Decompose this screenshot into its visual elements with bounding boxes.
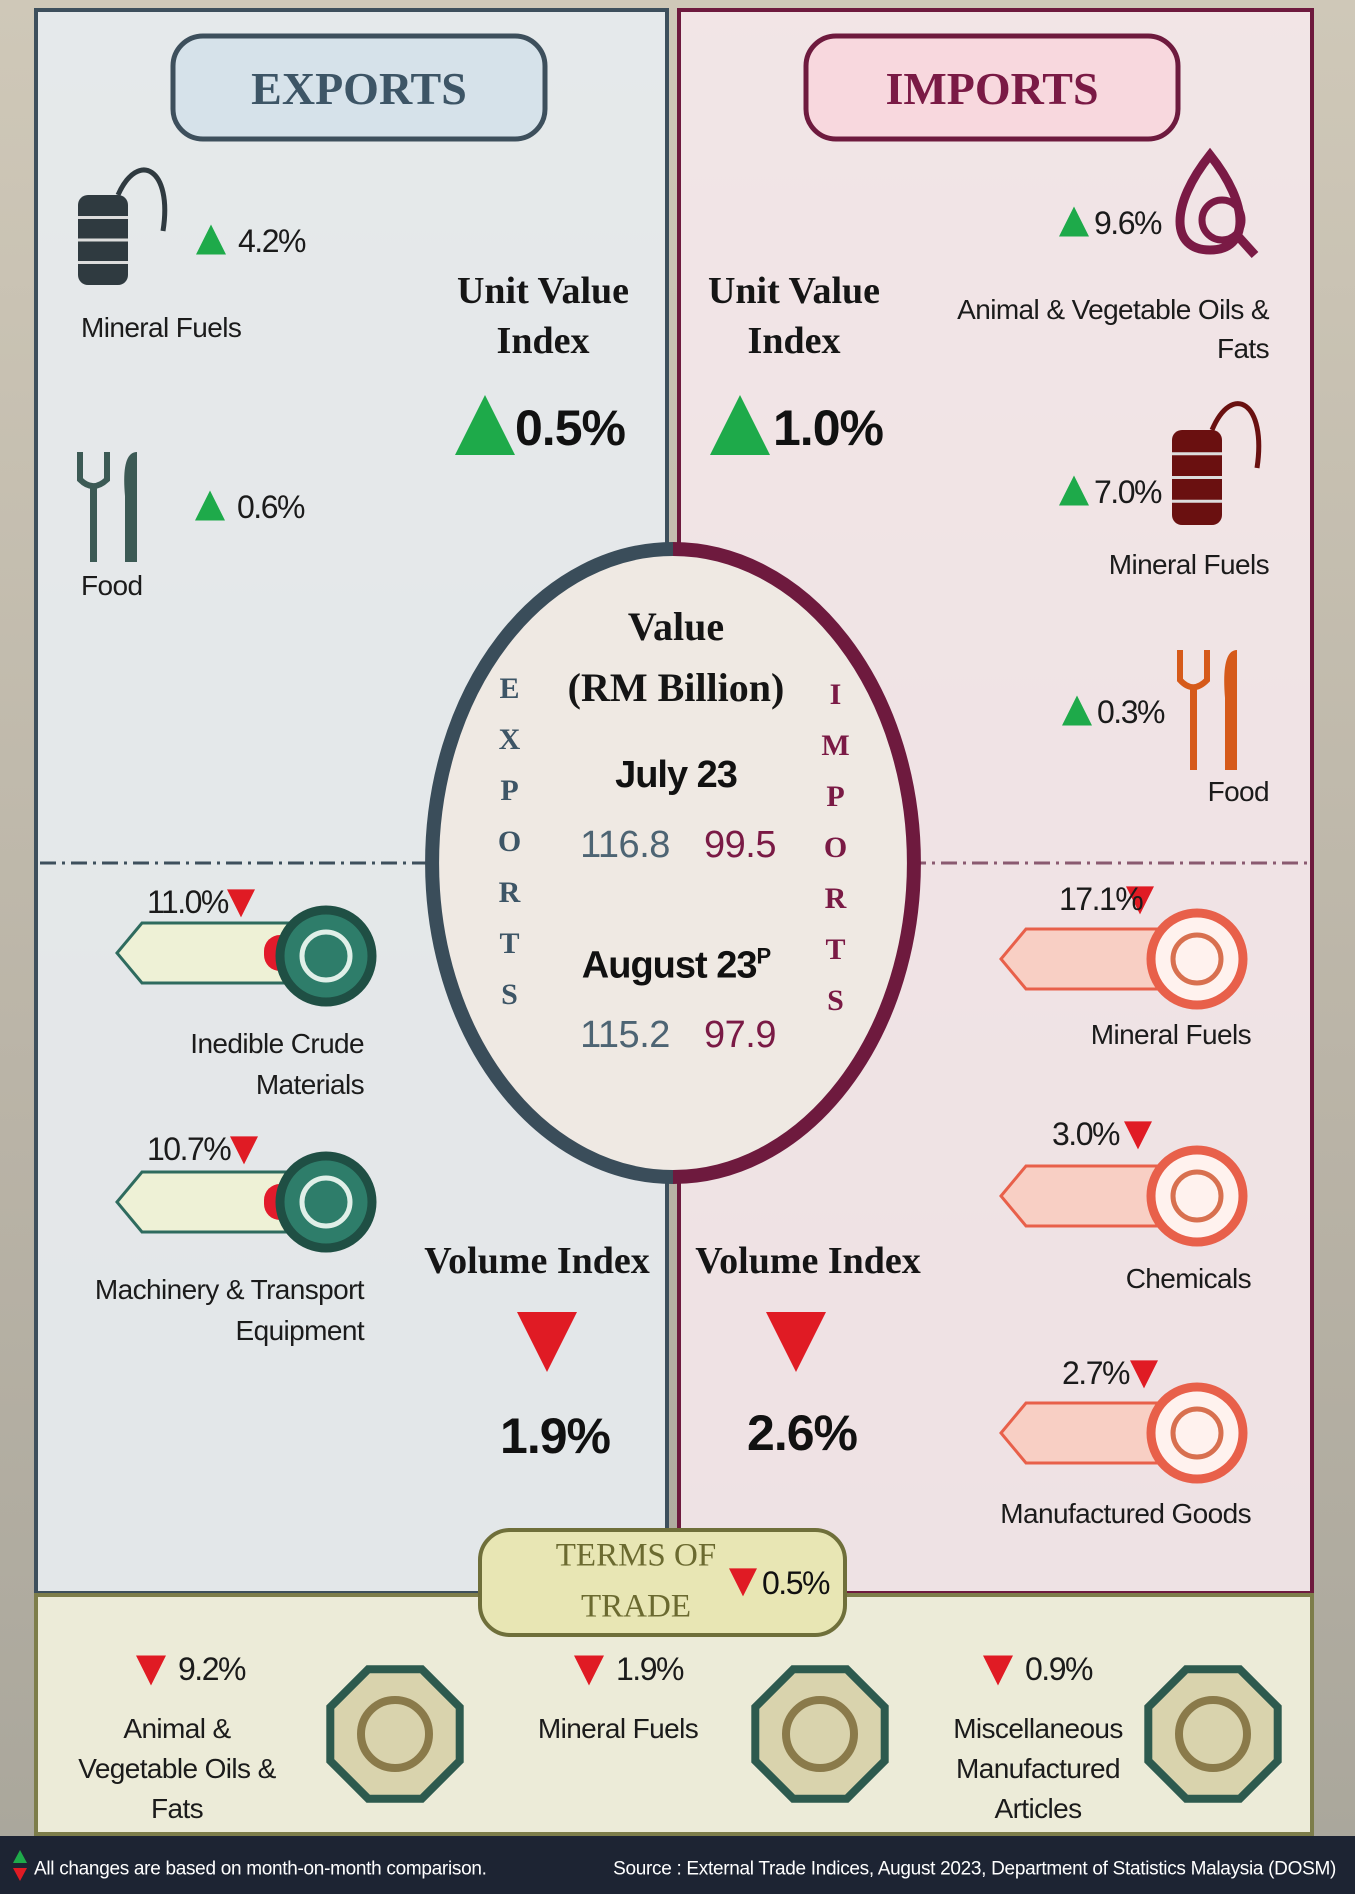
terms-label: TERMS OF (556, 1540, 716, 1573)
index-label: Index (748, 322, 841, 360)
exports-title: EXPORTS (251, 66, 467, 112)
exports-value: 116.8 (580, 826, 670, 864)
change-label: 17.1% (1059, 883, 1142, 915)
value-unit: (RM Billion) (568, 668, 785, 708)
change-label: 9.6% (1094, 207, 1161, 239)
category-label: Vegetable Oils & (78, 1755, 275, 1783)
food-icon (1224, 650, 1237, 770)
category-label: Food (1208, 778, 1269, 806)
period-label: August 23P (582, 946, 770, 985)
category-label: Chemicals (1126, 1265, 1251, 1293)
category-label: Fats (151, 1795, 203, 1823)
change-label: 10.7% (147, 1133, 230, 1165)
index-change: 2.6% (747, 1408, 857, 1458)
terms-change: 0.5% (762, 1567, 829, 1599)
category-label: Materials (256, 1071, 364, 1099)
imports-value: 97.9 (704, 1016, 776, 1054)
change-label: 0.9% (1025, 1653, 1092, 1685)
food-icon (124, 452, 137, 562)
category-label: Mineral Fuels (1091, 1021, 1251, 1049)
index-change: 0.5% (515, 403, 625, 453)
category-label: Manufactured (956, 1755, 1120, 1783)
vertical-label: IMPORTS (820, 678, 850, 1035)
imports-title: IMPORTS (885, 66, 1098, 112)
index-label: Unit Value (457, 272, 629, 310)
category-label: Animal & (123, 1715, 230, 1743)
terms-label: TRADE (581, 1591, 691, 1624)
category-label: Mineral Fuels (81, 314, 241, 342)
change-label: 9.2% (178, 1653, 245, 1685)
category-label: Miscellaneous (953, 1715, 1123, 1743)
category-icon (330, 1669, 459, 1798)
change-label: 1.9% (616, 1653, 683, 1685)
category-label: Machinery & Transport (95, 1276, 364, 1304)
category-icon (1151, 1150, 1243, 1242)
category-label: Mineral Fuels (1109, 551, 1269, 579)
imports-value: 99.5 (704, 826, 776, 864)
change-label: 2.7% (1062, 1357, 1129, 1389)
category-label: Articles (995, 1795, 1082, 1823)
category-icon (280, 910, 372, 1002)
footer-source: Source : External Trade Indices, August … (613, 1860, 1336, 1879)
change-label: 0.3% (1097, 696, 1164, 728)
period-label: July 23 (615, 756, 737, 794)
category-label: Equipment (236, 1317, 364, 1345)
category-icon (1151, 913, 1243, 1005)
category-icon (280, 1156, 372, 1248)
exports-value: 115.2 (580, 1016, 670, 1054)
index-label: Unit Value (708, 272, 880, 310)
category-label: Food (81, 572, 142, 600)
change-label: 7.0% (1094, 476, 1161, 508)
change-label: 0.6% (237, 491, 304, 523)
index-label: Volume Index (695, 1242, 921, 1280)
category-label: Manufactured Goods (1000, 1500, 1251, 1528)
category-icon (1148, 1669, 1277, 1798)
category-icon (755, 1669, 884, 1798)
period-note: P (757, 944, 771, 969)
index-label: Volume Index (424, 1242, 650, 1280)
value-title: Value (628, 607, 724, 647)
index-change: 1.0% (773, 403, 883, 453)
category-icon (1151, 1387, 1243, 1479)
category-label: Fats (1217, 335, 1269, 363)
change-label: 4.2% (238, 225, 305, 257)
index-change: 1.9% (500, 1411, 610, 1461)
index-label: Index (497, 322, 590, 360)
change-label: 11.0% (147, 886, 228, 918)
vertical-label: EXPORTS (494, 672, 524, 1029)
food-icon (1190, 686, 1197, 770)
change-label: 3.0% (1052, 1118, 1119, 1150)
food-icon (90, 485, 97, 562)
infographic: EXPORTS IMPORTS Unit Value Index 0.5% Unit Va… (0, 0, 1355, 1894)
category-label: Inedible Crude (190, 1030, 364, 1058)
category-label: Mineral Fuels (538, 1715, 698, 1743)
category-label: Animal & Vegetable Oils & (957, 296, 1269, 324)
footer-note: All changes are based on month-on-month … (34, 1860, 487, 1879)
